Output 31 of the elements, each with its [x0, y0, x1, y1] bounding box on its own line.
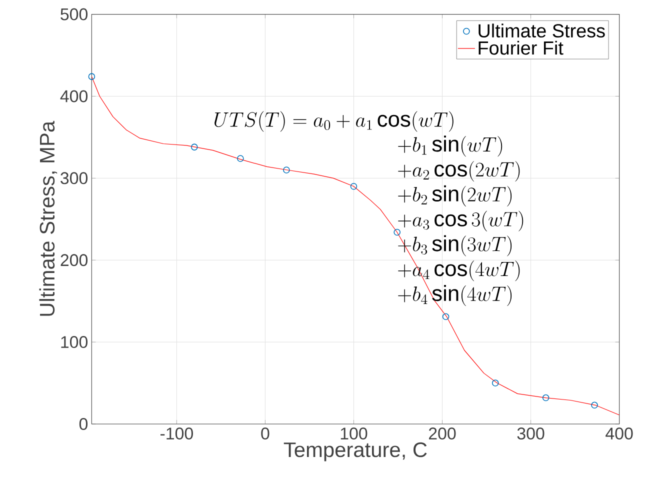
y-tick-label: 300: [60, 172, 88, 184]
legend-label: Ultimate Stress: [478, 24, 605, 38]
point: [283, 166, 290, 174]
point: [350, 182, 358, 190]
y-tick-label: 200: [60, 254, 88, 266]
y-tick-label: 500: [60, 8, 88, 20]
y-tick-label: 100: [61, 336, 88, 348]
line-series: [92, 76, 620, 416]
point: [190, 144, 198, 150]
annotation: $+ a_3\cos3(wT)$: [398, 210, 524, 232]
x-tick-label: 300: [517, 428, 544, 440]
point: [442, 313, 450, 320]
y-tick-label: 0: [79, 418, 88, 430]
legend-label: Fourier Fit: [478, 40, 564, 55]
point: [237, 155, 244, 162]
point: [591, 402, 598, 409]
annotation: $UTS(T) = a_0 + a_1\cos(wT)$: [214, 111, 454, 132]
annotation: $+ b_1\sin(wT)$: [398, 136, 502, 157]
x-tick-label: 400: [606, 428, 633, 440]
annotation: $+ b_2\sin(2wT)$: [398, 185, 512, 206]
point: [542, 394, 550, 402]
x-axis-title: Temperature, C: [284, 442, 427, 462]
x-tick-label: 100: [340, 428, 368, 440]
y-tick-label: 400: [60, 90, 88, 102]
x-tick-label: -100: [160, 428, 193, 440]
annotation: $+ a_2\cos(2wT)$: [398, 160, 520, 182]
y-axis-title: Ultimate Stress, MPa: [39, 120, 58, 316]
x-tick-label: 200: [428, 428, 456, 440]
point: [88, 73, 96, 80]
x-tick-label: 0: [261, 428, 270, 440]
point: [492, 380, 499, 386]
